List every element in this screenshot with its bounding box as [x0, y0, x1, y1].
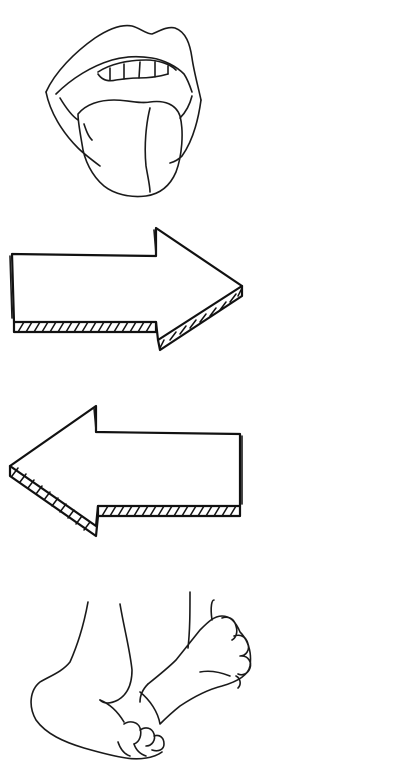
- arrow-right-icon: [9, 226, 244, 352]
- arrow-right-hatch-head: [159, 287, 243, 349]
- arrow-left-icon: [8, 404, 243, 538]
- feet-icon: [30, 591, 252, 760]
- mouth-tongue-icon: [45, 24, 202, 198]
- arrow-right-hatch-bottom: [17, 321, 153, 333]
- arrow-left-hatch-bottom: [101, 505, 237, 517]
- arrow-left-hatch-head: [11, 467, 91, 531]
